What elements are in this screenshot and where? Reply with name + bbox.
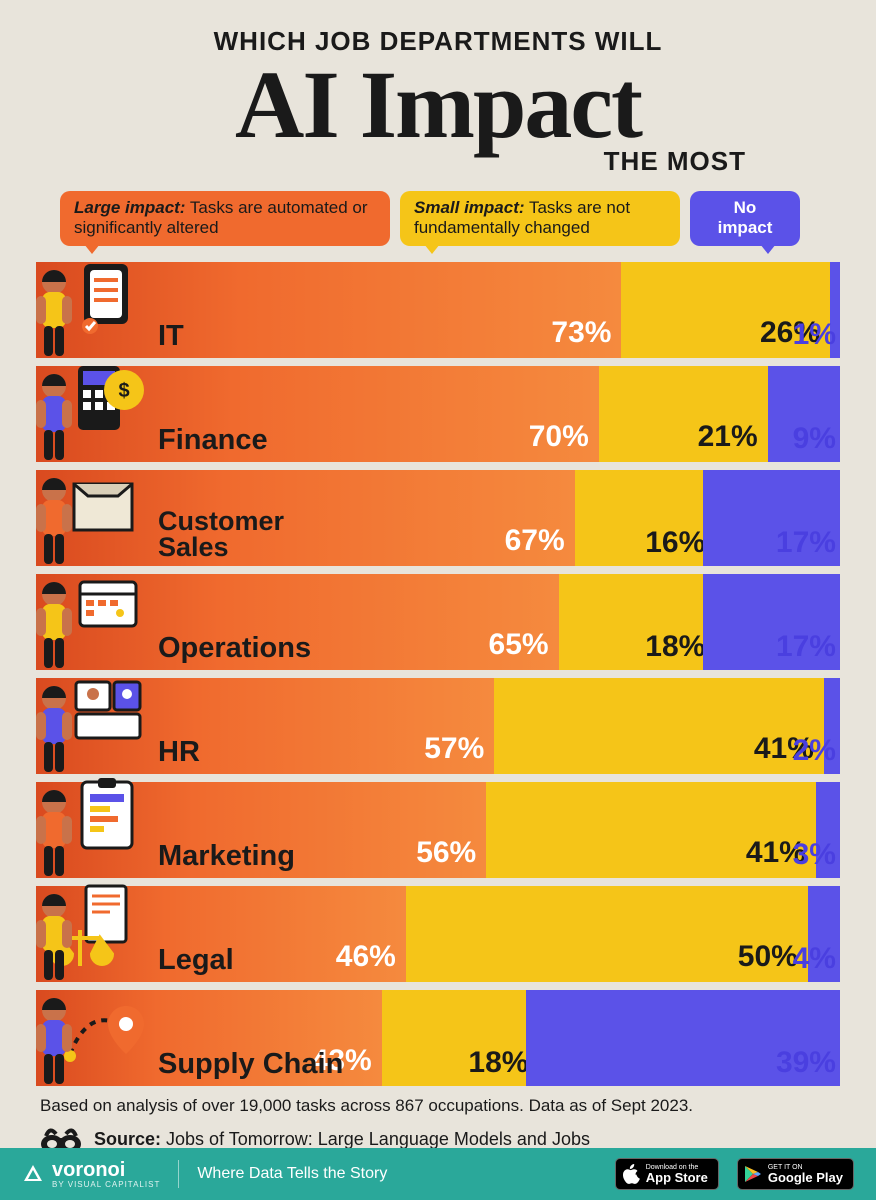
heading-line2: AI Impact [0, 59, 876, 150]
bar-segment-none: 17% [703, 574, 840, 670]
bar-segment-none: 17% [703, 470, 840, 566]
pct-large: 70% [529, 420, 589, 454]
stacked-bar: 57% 41%2% [36, 678, 840, 774]
chart-row: Operations 65% 18% 17% [36, 574, 840, 670]
pct-large: 57% [424, 732, 484, 766]
footer-tagline: Where Data Tells the Story [197, 1165, 596, 1183]
pct-small: 18% [468, 1046, 528, 1080]
pct-large: 73% [551, 316, 611, 350]
legend-large-impact: Large impact: Tasks are automated or sig… [60, 191, 390, 246]
chart-row: Supply Chain43%18%39% [36, 990, 840, 1086]
google-play-badge[interactable]: GET IT ON Google Play [737, 1158, 854, 1190]
stacked-bar: 73%26%1% [36, 262, 840, 358]
voronoi-logo-icon [22, 1163, 44, 1185]
chart-row: Legal46%50%4% [36, 886, 840, 982]
dept-label: Supply Chain [158, 1051, 343, 1079]
pct-none: 17% [776, 526, 836, 560]
pct-large: 65% [489, 628, 549, 662]
bar-segment-small: 50% [406, 886, 808, 982]
bar-segment-large: 70% [36, 366, 599, 462]
bar-segment-none: 3% [816, 782, 840, 878]
pct-large: 67% [505, 524, 565, 558]
dept-label: Legal [158, 947, 234, 975]
footer-divider [178, 1160, 179, 1188]
bar-segment-none: 39% [526, 990, 840, 1086]
bar-segment-large: 57% [36, 678, 494, 774]
legend-small-impact: Small impact: Tasks are not fundamentall… [400, 191, 680, 246]
chart-row: CustomerSales 67% 16% 17% [36, 470, 840, 566]
legend-no-impact: No impact [690, 191, 800, 246]
bar-segment-small: 18% [559, 574, 704, 670]
pct-none: 17% [776, 630, 836, 664]
stacked-bar: 65% 18% 17% [36, 574, 840, 670]
pct-none: 1% [793, 318, 836, 352]
chart-row: Marketing 56% 41%3% [36, 782, 840, 878]
stacked-bar: 43%18%39% [36, 990, 840, 1086]
legend-large-strong: Large impact: [74, 198, 185, 217]
bar-segment-small: 18% [382, 990, 527, 1086]
app-store-badge[interactable]: Download on the App Store [615, 1158, 719, 1190]
bar-segment-small: 16% [575, 470, 704, 566]
dept-label: Finance [158, 427, 268, 455]
chart-row: IT73%26%1% [36, 262, 840, 358]
dept-label: Operations [158, 635, 311, 663]
dept-label: Marketing [158, 843, 295, 871]
legend-none-text: No impact [718, 198, 773, 237]
bar-segment-small: 41% [486, 782, 816, 878]
source-text-wrap: Source: Jobs of Tomorrow: Large Language… [94, 1129, 590, 1150]
footnote: Based on analysis of over 19,000 tasks a… [0, 1094, 876, 1116]
legend-small-strong: Small impact: [414, 198, 525, 217]
stacked-bar: 56% 41%3% [36, 782, 840, 878]
dept-label: CustomerSales [158, 509, 284, 560]
apple-icon [622, 1164, 640, 1184]
pct-small: 18% [645, 630, 705, 664]
pct-none: 4% [793, 942, 836, 976]
pct-large: 46% [336, 940, 396, 974]
bar-segment-large: 73% [36, 262, 621, 358]
heading: WHICH JOB DEPARTMENTS WILL AI Impact THE… [0, 0, 876, 177]
pct-none: 3% [793, 838, 836, 872]
bar-segment-none: 9% [768, 366, 840, 462]
pct-small: 21% [698, 420, 758, 454]
stacked-bar: 46%50%4% [36, 886, 840, 982]
footer-brand: voronoi BY VISUAL CAPITALIST [22, 1159, 160, 1189]
stacked-bar: 70% 21% 9% [36, 366, 840, 462]
legend: Large impact: Tasks are automated or sig… [0, 177, 876, 252]
pct-small: 16% [645, 526, 705, 560]
dept-label: HR [158, 739, 200, 767]
chart-rows: IT73%26%1%$ Finance70%21%9% CustomerSale… [0, 252, 876, 1086]
source-text: Jobs of Tomorrow: Large Language Models … [161, 1129, 590, 1149]
dept-label: IT [158, 323, 184, 351]
pct-large: 56% [416, 836, 476, 870]
appstore-big: App Store [646, 1171, 708, 1184]
stacked-bar: 67% 16% 17% [36, 470, 840, 566]
bar-segment-large: 67% [36, 470, 575, 566]
footer-brand-sub: BY VISUAL CAPITALIST [52, 1180, 160, 1189]
pct-none: 9% [793, 422, 836, 456]
google-play-icon [744, 1165, 762, 1183]
bar-segment-none: 1% [830, 262, 840, 358]
bar-segment-none: 2% [824, 678, 840, 774]
pct-none: 39% [776, 1046, 836, 1080]
pct-small: 50% [738, 940, 798, 974]
footer-brand-name: voronoi [52, 1159, 125, 1181]
bar-segment-small: 41% [494, 678, 824, 774]
source-label: Source: [94, 1129, 161, 1149]
playstore-big: Google Play [768, 1171, 843, 1184]
bar-segment-none: 4% [808, 886, 840, 982]
footer: voronoi BY VISUAL CAPITALIST Where Data … [0, 1148, 876, 1200]
chart-row: $ Finance70%21%9% [36, 366, 840, 462]
bar-segment-small: 21% [599, 366, 768, 462]
pct-none: 2% [793, 734, 836, 768]
chart-row: HR 57% 41%2% [36, 678, 840, 774]
